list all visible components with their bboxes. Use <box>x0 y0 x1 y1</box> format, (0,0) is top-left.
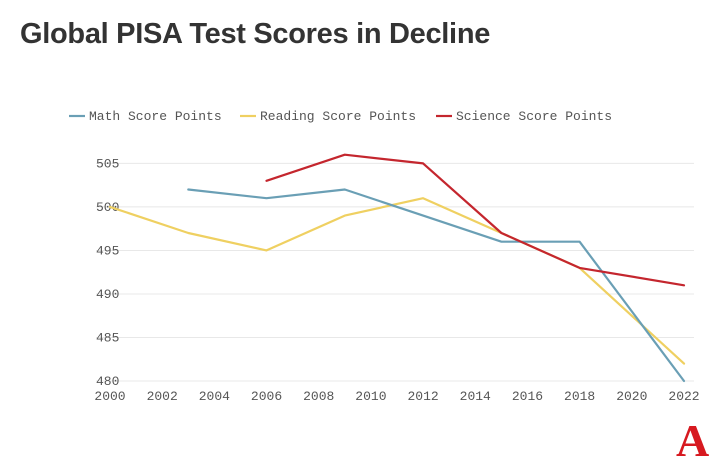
x-tick-label-2002: 2002 <box>147 389 178 404</box>
series-line-reading-score-points <box>108 197 686 365</box>
legend: Math Score Points Reading Score Points Sci… <box>69 109 612 124</box>
x-tick-label-2016: 2016 <box>512 389 543 404</box>
x-tick-label-2006: 2006 <box>251 389 282 404</box>
x-axis-ticks: 2000 2002 2004 2006 2008 2010 2012 2014 2016 2018… <box>94 389 699 404</box>
y-tick-label-485: 485 <box>96 330 119 345</box>
x-tick-label-2010: 2010 <box>355 389 386 404</box>
legend-label-science-score-points: Science Score Points <box>456 109 612 124</box>
y-tick-label-495: 495 <box>96 243 119 258</box>
series-lines <box>108 153 686 383</box>
x-tick-label-2018: 2018 <box>564 389 595 404</box>
x-tick-label-2000: 2000 <box>94 389 125 404</box>
x-tick-label-2008: 2008 <box>303 389 334 404</box>
y-tick-label-480: 480 <box>96 374 119 389</box>
publisher-logo: A <box>676 415 710 466</box>
x-tick-label-2014: 2014 <box>460 389 491 404</box>
y-axis-ticks: 480 485 490 495 500 505 <box>96 156 119 389</box>
y-tick-label-505: 505 <box>96 156 119 171</box>
x-tick-label-2004: 2004 <box>199 389 230 404</box>
y-tick-label-500: 500 <box>96 200 119 215</box>
x-tick-label-2020: 2020 <box>616 389 647 404</box>
chart-title: Global PISA Test Scores in Decline <box>20 18 491 50</box>
legend-label-reading-score-points: Reading Score Points <box>260 109 416 124</box>
x-tick-label-2012: 2012 <box>407 389 438 404</box>
legend-label-math-score-points: Math Score Points <box>89 109 222 124</box>
y-tick-label-490: 490 <box>96 287 119 302</box>
x-tick-label-2022: 2022 <box>668 389 699 404</box>
series-line-math-score-points <box>187 188 686 383</box>
grid-lines <box>96 162 694 382</box>
series-line-science-score-points <box>265 153 686 287</box>
